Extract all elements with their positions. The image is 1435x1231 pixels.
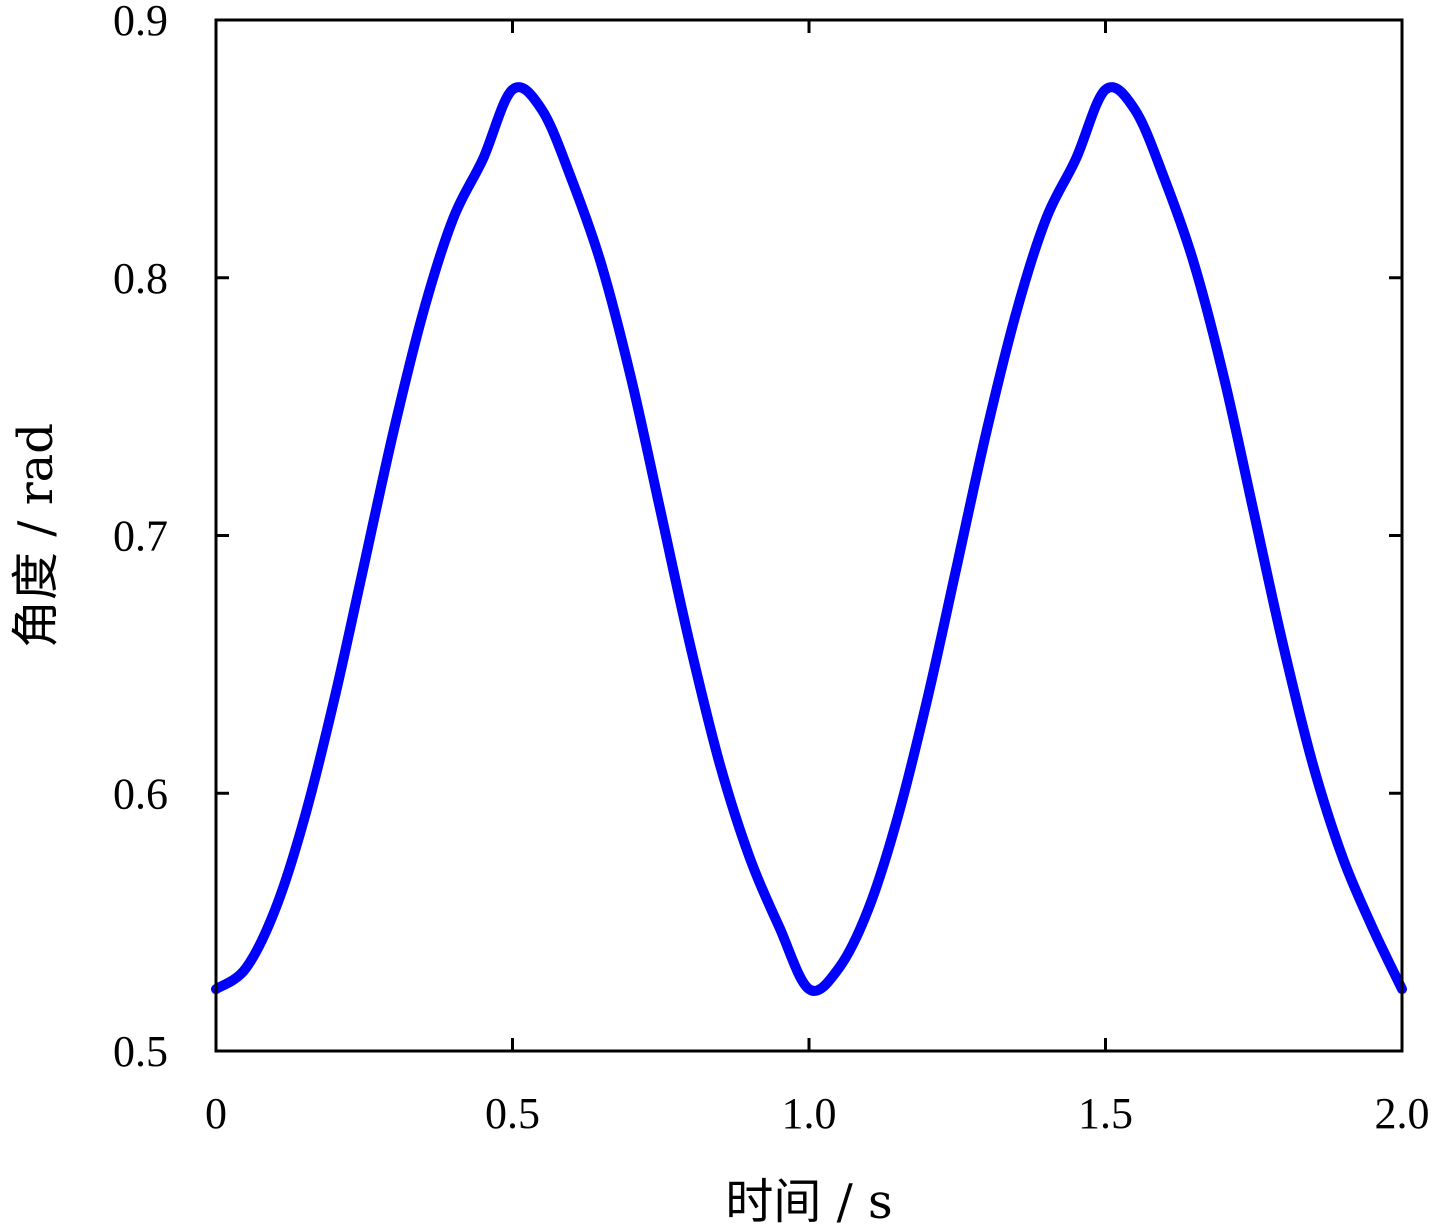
x-tick-label: 0 bbox=[205, 1089, 227, 1138]
y-tick-labels: 0.5 0.6 0.7 0.8 0.9 bbox=[113, 0, 168, 1076]
x-tick-labels: 0 0.5 1.0 1.5 2.0 bbox=[205, 1089, 1430, 1138]
axis-ticks bbox=[214, 18, 1404, 1053]
x-axis-title: 时间 / s bbox=[725, 1174, 892, 1230]
plot-frame bbox=[214, 18, 1404, 1053]
y-tick-label: 0.9 bbox=[113, 0, 168, 45]
series-layer bbox=[211, 82, 1407, 996]
x-tick-label: 0.5 bbox=[485, 1089, 540, 1138]
x-tick-label: 1.0 bbox=[782, 1089, 837, 1138]
x-tick-label: 2.0 bbox=[1375, 1089, 1430, 1138]
y-tick-label: 0.6 bbox=[113, 769, 168, 818]
series-line bbox=[211, 82, 1407, 996]
y-axis-title: 角度 / rad bbox=[8, 423, 64, 648]
y-tick-label: 0.8 bbox=[113, 254, 168, 303]
x-tick-label: 1.5 bbox=[1078, 1089, 1133, 1138]
y-tick-label: 0.5 bbox=[113, 1027, 168, 1076]
y-tick-label: 0.7 bbox=[113, 512, 168, 561]
